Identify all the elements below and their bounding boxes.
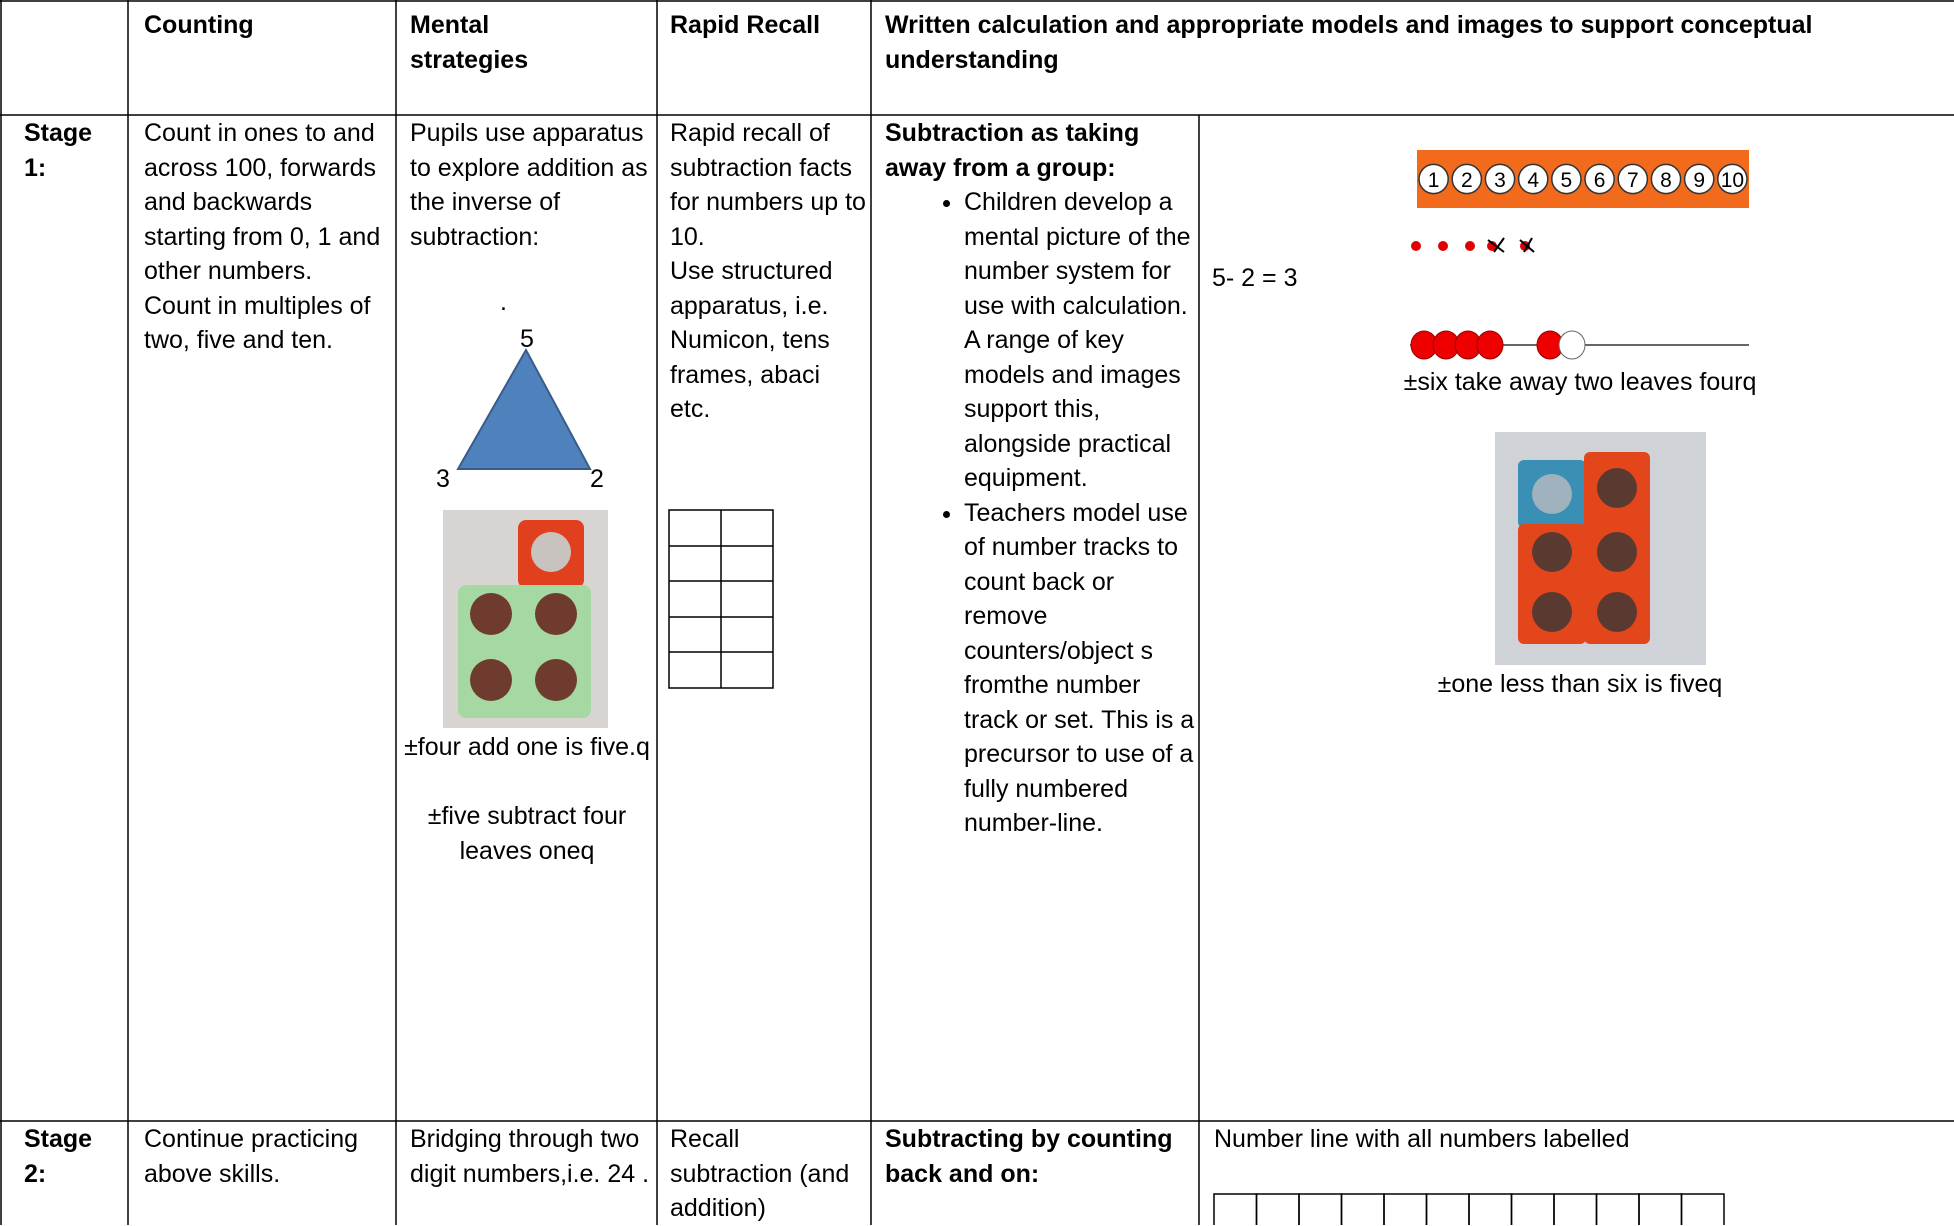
stage-label: Stage 2: [24,1125,93,1188]
counting-cell: Count in ones to and across 100, forward… [144,116,392,358]
track-cell [1517,163,1549,195]
caption: ±five subtract four leaves oneq [427,802,627,865]
number-line-box [1510,1193,1555,1225]
triangle-label: 3 [436,465,450,493]
number-line-box [1680,1193,1725,1225]
track-number: 5 [1561,169,1573,192]
track-cell [1584,163,1615,195]
number-line-boxes [1213,1193,1725,1225]
number-line-box [1468,1193,1513,1225]
equation: 5- 2 = 3 [1212,264,1298,292]
track-number: 8 [1660,169,1672,192]
track-number: 6 [1594,169,1606,192]
counters [1411,237,1535,253]
header-recall: Rapid Recall [670,11,821,39]
number-line-box [1553,1193,1598,1225]
number-line-box [1638,1193,1683,1225]
track-cell [1484,163,1516,195]
bullet-list: Children develop a mental picture of the… [885,185,1195,841]
ten-frame [668,509,774,689]
track-cell [1418,163,1449,195]
number-track-cells: 1 2 3 4 5 6 7 8 9 10 [1418,163,1748,195]
track-cell [1551,163,1582,195]
numicon-photo-2 [1495,432,1706,665]
track-cell [1451,163,1483,195]
track-cell [1717,163,1748,195]
number-line-box [1383,1193,1428,1225]
mental-text: Pupils use apparatus to explore addition… [410,119,648,251]
header-mental: Mental strategies [410,11,529,74]
written-heading: Subtracting by counting back and on: [885,1125,1173,1188]
number-line-box [1298,1193,1343,1225]
header-counting: Counting [144,11,254,39]
track-number: 9 [1693,169,1705,192]
bullet: Teachers model use of number tracks to c… [964,496,1195,841]
number-line-box [1595,1193,1640,1225]
track-number: 4 [1527,169,1539,192]
triangle-label: 5 [520,325,534,353]
track-number: 3 [1494,169,1506,192]
bullet: Children develop a mental picture of the… [964,185,1195,496]
track-cell [1683,163,1715,195]
track-number: 10 [1721,169,1744,192]
caption: ±one less than six is fiveq [1437,670,1723,698]
track-number: 7 [1627,169,1639,192]
models-cell: Number line with all numbers labelled [1214,1125,1630,1153]
number-line-box [1340,1193,1385,1225]
recall-cell: Recall subtraction (and addition) [670,1125,850,1222]
track-number: 1 [1428,169,1440,192]
counting-text: Count in multiples of two, five and ten. [144,291,371,355]
counting-cell: Continue practicing above skills. [144,1125,359,1188]
number-line-box [1255,1193,1300,1225]
number-line-box [1425,1193,1470,1225]
written-cell: Subtraction as taking away from a group:… [885,116,1195,841]
dot: . [500,288,507,316]
counting-text: Count in ones to and across 100, forward… [144,119,381,285]
track-cell [1650,163,1682,195]
recall-text: Rapid recall of subtraction facts for nu… [670,119,866,251]
track-cell [1617,163,1649,195]
number-line-box [1213,1193,1258,1225]
bead-string [1410,330,1749,360]
numicon-photo-1 [443,510,608,728]
track-number: 2 [1461,169,1473,192]
mental-cell: Bridging through two digit numbers,i.e. … [410,1125,650,1188]
caption: ±six take away two leaves fourq [1403,368,1757,396]
written-heading: Subtraction as taking away from a group: [885,119,1140,182]
triangle-label: 2 [590,465,604,493]
stage-label: Stage 1: [24,119,93,182]
header-written: Written calculation and appropriate mode… [885,11,1813,74]
recall-cell: Rapid recall of subtraction facts for nu… [670,116,866,427]
recall-text: Use structured apparatus, i.e. Numicon, … [670,257,833,423]
triangle [456,347,592,470]
caption: ±four add one is five.q [404,733,650,761]
